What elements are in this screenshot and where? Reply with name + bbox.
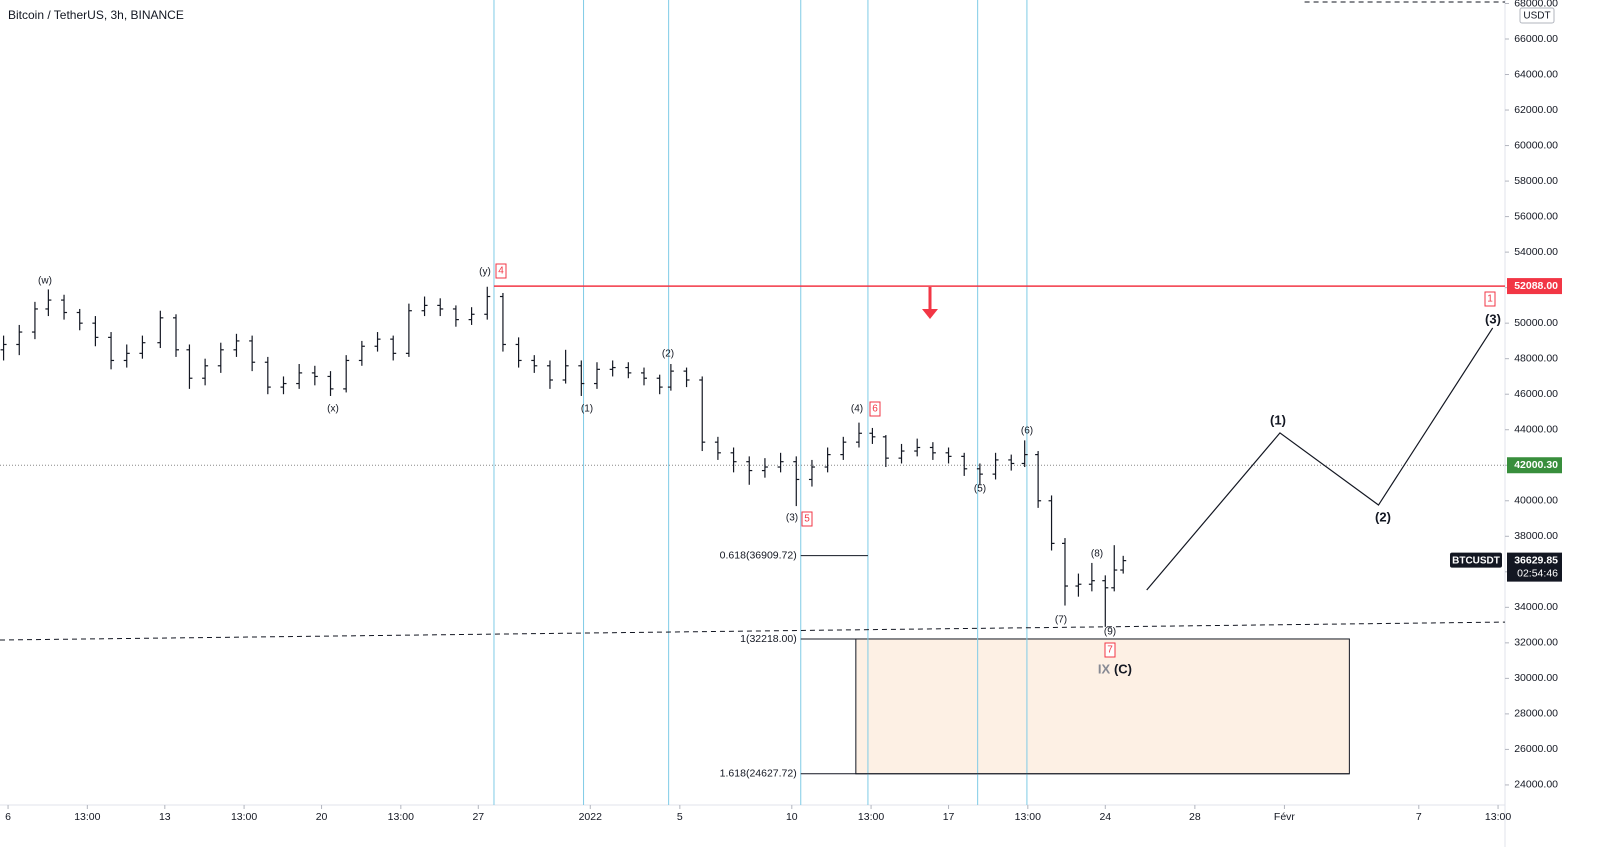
y-tick-label: 24000.00 xyxy=(1514,779,1558,791)
resistance-label: 52088.00 xyxy=(1514,280,1558,292)
target-zone xyxy=(855,638,1350,775)
y-tick-label: 64000.00 xyxy=(1514,68,1558,80)
x-tick-label: 13:00 xyxy=(1015,811,1041,823)
boxed-label: 7 xyxy=(1107,645,1113,656)
boxed-label-frame xyxy=(1104,642,1116,658)
boxed-label: 6 xyxy=(872,404,878,415)
symbol: BTCUSDT xyxy=(1452,555,1500,566)
y-tick-label: 46000.00 xyxy=(1514,388,1558,400)
countdown: 02:54:46 xyxy=(1517,567,1558,579)
x-tick-label: 20 xyxy=(316,811,328,823)
x-tick-label: 28 xyxy=(1189,811,1201,823)
y-tick-label: 48000.00 xyxy=(1514,352,1558,364)
y-tick-label: 40000.00 xyxy=(1514,495,1558,507)
wave-label: (4) xyxy=(851,404,863,415)
price-line-label: 42000.30 xyxy=(1514,459,1558,471)
trendline xyxy=(0,621,1506,641)
wave-label: (9) xyxy=(1104,627,1116,638)
x-tick-label: 17 xyxy=(943,811,955,823)
wave-label: (7) xyxy=(1055,615,1067,626)
x-tick-label: 13:00 xyxy=(388,811,414,823)
projection-path xyxy=(1146,327,1494,591)
fib-label: 0.618(36909.72) xyxy=(720,549,797,561)
x-tick-label: 7 xyxy=(1416,811,1422,823)
y-tick-label: 54000.00 xyxy=(1514,246,1558,258)
fib-label: 1(32218.00) xyxy=(740,633,797,645)
x-tick-label: 27 xyxy=(472,811,484,823)
boxed-label-frame xyxy=(869,401,881,417)
last-price: 36629.85 xyxy=(1514,554,1558,566)
y-tick-label: 34000.00 xyxy=(1514,601,1558,613)
y-tick-label: 38000.00 xyxy=(1514,530,1558,542)
x-tick-label: 13:00 xyxy=(231,811,257,823)
price-line-box xyxy=(1507,457,1562,474)
boxed-label-frame xyxy=(495,263,507,279)
wave-label: (y) xyxy=(479,267,491,278)
projection-label: (1) xyxy=(1270,412,1286,427)
last-price-box xyxy=(1507,552,1562,582)
y-tick-label: 58000.00 xyxy=(1514,175,1558,187)
y-tick-label: 56000.00 xyxy=(1514,210,1558,222)
wave-label: (5) xyxy=(974,484,986,495)
wave-label: (w) xyxy=(38,276,52,287)
wave-label: (8) xyxy=(1091,549,1103,560)
degree-label: IX xyxy=(1098,661,1111,676)
currency-box xyxy=(1519,7,1555,24)
x-tick-label: 6 xyxy=(5,811,11,823)
boxed-label: 5 xyxy=(804,514,810,525)
boxed-label: 4 xyxy=(498,266,504,277)
wave-label: (6) xyxy=(1021,426,1033,437)
y-tick-label: 60000.00 xyxy=(1514,139,1558,151)
x-tick-label: 5 xyxy=(677,811,683,823)
boxed-label: 1 xyxy=(1487,294,1493,305)
y-tick-label: 28000.00 xyxy=(1514,708,1558,720)
y-tick-label: 68000.00 xyxy=(1514,0,1558,9)
wave-label: (1) xyxy=(581,404,593,415)
resistance-box xyxy=(1507,278,1562,295)
x-tick-label: 13:00 xyxy=(858,811,884,823)
wave-label: (3) xyxy=(786,513,798,524)
x-tick-label: 13:00 xyxy=(1485,811,1511,823)
down-arrow-head xyxy=(922,309,938,319)
boxed-label-frame xyxy=(1484,291,1496,307)
currency: USDT xyxy=(1523,11,1550,22)
wave-label: (x) xyxy=(327,404,339,415)
chart-title: Bitcoin / TetherUS, 3h, BINANCE xyxy=(8,8,184,22)
projection-label: (3) xyxy=(1485,311,1501,326)
y-tick-label: 44000.00 xyxy=(1514,424,1558,436)
y-tick-label: 50000.00 xyxy=(1514,317,1558,329)
y-tick-label: 66000.00 xyxy=(1514,33,1558,45)
x-tick-label: Févr xyxy=(1274,811,1296,823)
degree-wave: (C) xyxy=(1114,661,1132,676)
x-tick-label: 2022 xyxy=(579,811,603,823)
fib-label: 1.618(24627.72) xyxy=(720,768,797,780)
x-tick-label: 13 xyxy=(159,811,171,823)
y-tick-label: 30000.00 xyxy=(1514,672,1558,684)
y-tick-label: 62000.00 xyxy=(1514,104,1558,116)
x-tick-label: 24 xyxy=(1099,811,1111,823)
y-tick-label: 26000.00 xyxy=(1514,743,1558,755)
x-tick-label: 13:00 xyxy=(74,811,100,823)
wave-label: (2) xyxy=(662,349,674,360)
symbol-box xyxy=(1450,552,1502,568)
y-tick-label: 32000.00 xyxy=(1514,637,1558,649)
boxed-label-frame xyxy=(801,511,813,527)
projection-label: (2) xyxy=(1375,509,1391,524)
x-tick-label: 10 xyxy=(786,811,798,823)
